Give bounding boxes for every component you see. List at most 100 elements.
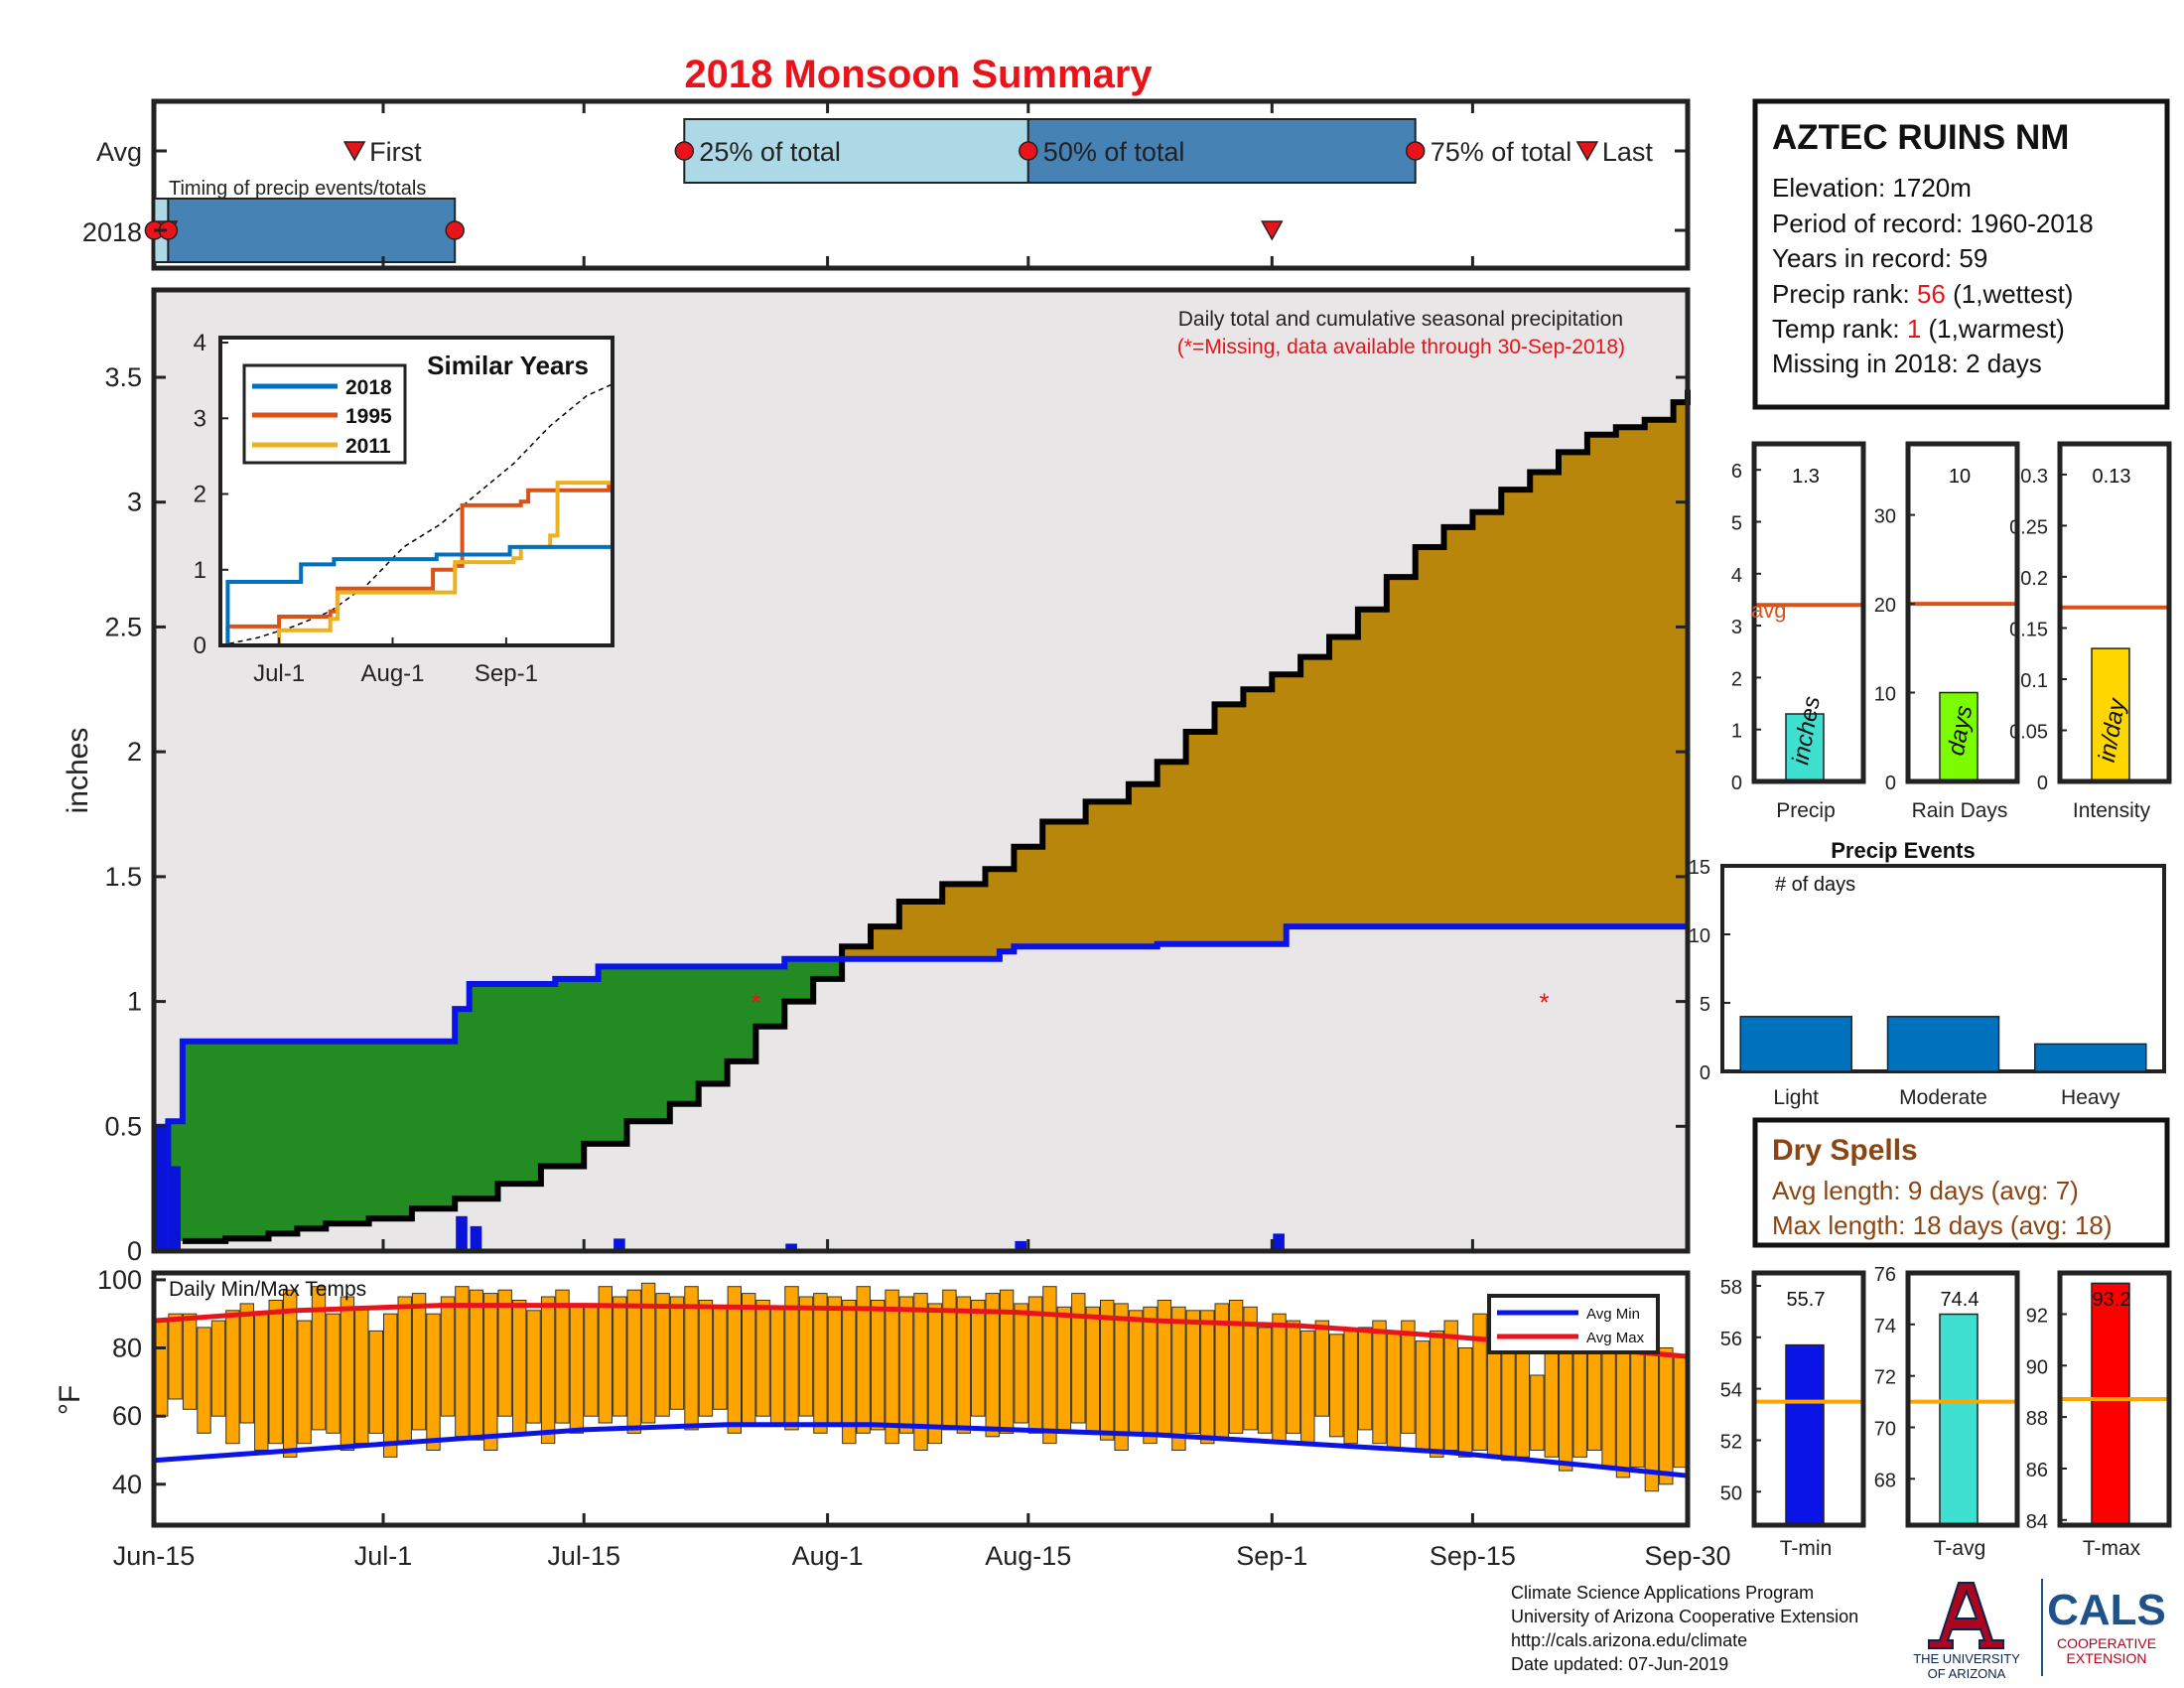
temp-range-bar [1056, 1306, 1072, 1434]
stat-ytick-label: 0.05 [2009, 722, 2048, 744]
timing-panel: Avg 2018 Timing of precip events/totals … [82, 98, 1691, 271]
temp-range-bar [182, 1313, 198, 1410]
precip-ylabel: inches [62, 728, 94, 814]
temp-stat-ytick-label: 70 [1874, 1419, 1896, 1441]
temp-range-bar [368, 1330, 384, 1434]
temp-range-bar [1243, 1306, 1258, 1431]
stat-ytick-label: 0.1 [2020, 670, 2048, 692]
stat-value-label: 10 [1949, 466, 1971, 488]
footer-line-2: University of Arizona Cooperative Extens… [1511, 1607, 1858, 1626]
temp-range-bar [283, 1289, 298, 1458]
inset-1995-line [220, 460, 614, 647]
temp-range-bar [742, 1293, 756, 1424]
temp-range-bar [1027, 1296, 1043, 1434]
temp-range-bar [1200, 1310, 1215, 1445]
precip-ytick-label: 0.5 [104, 1111, 142, 1141]
avg-p75-marker [1405, 141, 1426, 161]
station-frame [1752, 98, 2170, 410]
legend-1995-label: 1995 [345, 405, 392, 428]
avg-timing-bar-50-75 [1026, 118, 1417, 184]
stat-ytick-label: 20 [1874, 595, 1896, 617]
avg-max-line [153, 1303, 1689, 1359]
temp-range-bar [727, 1286, 742, 1434]
temp-range-bar [1114, 1303, 1129, 1452]
date-xtick-label: Jul-15 [547, 1541, 620, 1571]
daily-precip-bar [1015, 1240, 1026, 1251]
temp-ylabel: °F [54, 1385, 86, 1415]
arizona-a-icon [1928, 1582, 2004, 1649]
station-missing: Missing in 2018: 2 days [1772, 349, 2042, 378]
temp-range-bar [469, 1289, 484, 1441]
stat-ytick-label: 0 [2037, 773, 2048, 794]
event-category-label: Moderate [1899, 1086, 1987, 1109]
temp-range-bar [483, 1293, 498, 1451]
temp-range-bar [154, 1320, 169, 1417]
missing-markers: * * [751, 988, 1549, 1018]
station-elevation: Elevation: 1720m [1772, 173, 1972, 203]
temp-range-bar [1430, 1330, 1444, 1458]
precip-title: Daily total and cumulative seasonal prec… [1178, 308, 1623, 331]
temp-stat-ytick-label: 50 [1720, 1482, 1742, 1504]
dry-spells-avg: Avg length: 9 days (avg: 7) [1772, 1176, 2079, 1205]
date-xtick-label: Sep-15 [1430, 1541, 1516, 1571]
temp-stat-ytick-label: 74 [1874, 1316, 1896, 1337]
stat-ytick-label: 4 [1731, 565, 1742, 587]
stat-ytick-label: 1 [1731, 721, 1742, 743]
station-name: AZTEC RUINS NM [1772, 118, 2069, 157]
inset-ytick-label: 1 [194, 557, 206, 584]
date-xtick-label: Aug-1 [792, 1541, 864, 1571]
daily-precip-bar [169, 1166, 181, 1251]
stat-value-label: 1.3 [1792, 466, 1820, 488]
temp-range-bar [684, 1286, 699, 1431]
temp-ytick-label: 40 [112, 1470, 142, 1499]
temp-range-bar [168, 1313, 183, 1400]
temp-range-bar [640, 1282, 656, 1424]
legend-avg-min-label: Avg Min [1586, 1306, 1640, 1323]
temp-range-bar [1257, 1327, 1273, 1434]
precip-ytick-label: 3 [127, 488, 142, 517]
year-timing-bar-50-75 [167, 198, 457, 263]
temp-range-bar [326, 1313, 341, 1434]
missing-marker: * [1540, 988, 1550, 1018]
timing-first-label: First [369, 137, 422, 167]
temp-range-bar [1544, 1347, 1559, 1458]
daily-precip-bar [470, 1225, 482, 1251]
temp-range-bar [842, 1300, 857, 1445]
temp-range-bar [626, 1289, 641, 1434]
stat-bar-frame [1905, 441, 2020, 784]
event-ytick-label: 5 [1700, 994, 1710, 1016]
station-temp-rank: Temp rank: 1 (1,warmest) [1772, 314, 2065, 344]
temp-range-bar [340, 1296, 355, 1451]
temp-range-bar [1143, 1306, 1158, 1445]
date-xtick-label: Jul-1 [354, 1541, 413, 1571]
avg-p25-marker [674, 141, 695, 161]
temp-range-bar [1458, 1347, 1473, 1458]
temp-ytick-label: 80 [112, 1334, 142, 1363]
temp-stat-value-label: 55.7 [1787, 1289, 1826, 1311]
precip-events-panel: Precip Events # of days Light Moderate Hea… [1689, 838, 2166, 1109]
year-p75-marker [445, 220, 465, 240]
deficit-area [154, 389, 1688, 1247]
temp-range-bar [1601, 1340, 1616, 1469]
stat-xlabel: Intensity [2073, 799, 2151, 822]
avg-min-line [153, 1422, 1689, 1478]
event-bar [1886, 1016, 2000, 1072]
temp-range-bar [512, 1300, 527, 1434]
date-xtick-label: Sep-1 [1236, 1541, 1307, 1571]
stat-value-label: 0.13 [2093, 466, 2131, 488]
temp-range-bar [1171, 1306, 1186, 1452]
temp-range-bar [297, 1320, 312, 1445]
stat-ytick-label: 5 [1731, 513, 1742, 535]
precip-ytick-label: 2 [127, 737, 142, 767]
temp-range-bar [1314, 1320, 1329, 1417]
temp-range-bar [584, 1303, 599, 1417]
stat-ytick-label: 0.25 [2009, 516, 2048, 538]
legend-2011-label: 2011 [345, 435, 391, 458]
precip-subtitle: (*=Missing, data available through 30-Se… [1177, 336, 1625, 358]
temp-range-bar [1586, 1347, 1602, 1451]
temp-stat-ytick-label: 58 [1720, 1277, 1742, 1299]
inset-ytick-label: 0 [194, 633, 206, 659]
temp-range-bar [1128, 1310, 1144, 1434]
